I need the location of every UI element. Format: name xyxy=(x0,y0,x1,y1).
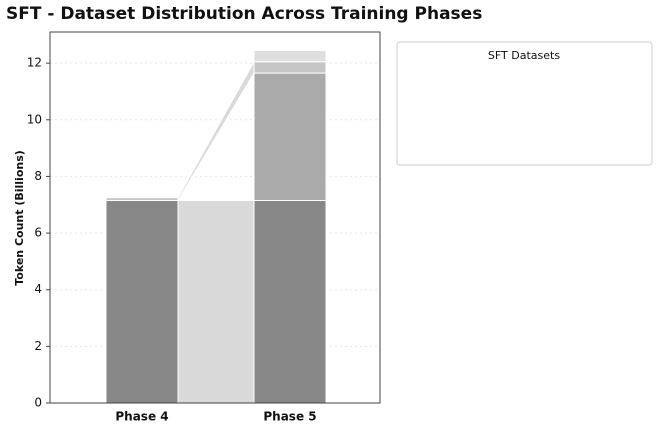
flow-band xyxy=(177,59,255,203)
y-tick-label: 8 xyxy=(34,169,42,183)
flow-band xyxy=(177,200,255,404)
y-tick-label: 10 xyxy=(27,112,42,126)
bar-segment xyxy=(105,200,179,404)
bar-segment xyxy=(253,49,327,63)
bar-segment xyxy=(253,61,327,74)
y-tick-label: 0 xyxy=(34,396,42,410)
y-tick-label: 2 xyxy=(34,339,42,353)
plot-frame xyxy=(49,31,381,404)
bar-segment xyxy=(253,200,327,404)
bar-segment xyxy=(253,72,327,202)
legend-title: SFT Datasets xyxy=(488,49,560,62)
bar-segment xyxy=(105,197,179,202)
x-tick-label: Phase 5 xyxy=(263,410,316,424)
y-tick-label: 4 xyxy=(34,282,42,296)
legend xyxy=(396,41,653,166)
y-tick-label: 12 xyxy=(27,56,42,70)
x-tick-label: Phase 4 xyxy=(115,410,168,424)
chart-title: SFT - Dataset Distribution Across Traini… xyxy=(6,4,482,24)
y-tick-label: 6 xyxy=(34,226,42,240)
y-axis-label: Token Count (Billions) xyxy=(13,150,26,286)
